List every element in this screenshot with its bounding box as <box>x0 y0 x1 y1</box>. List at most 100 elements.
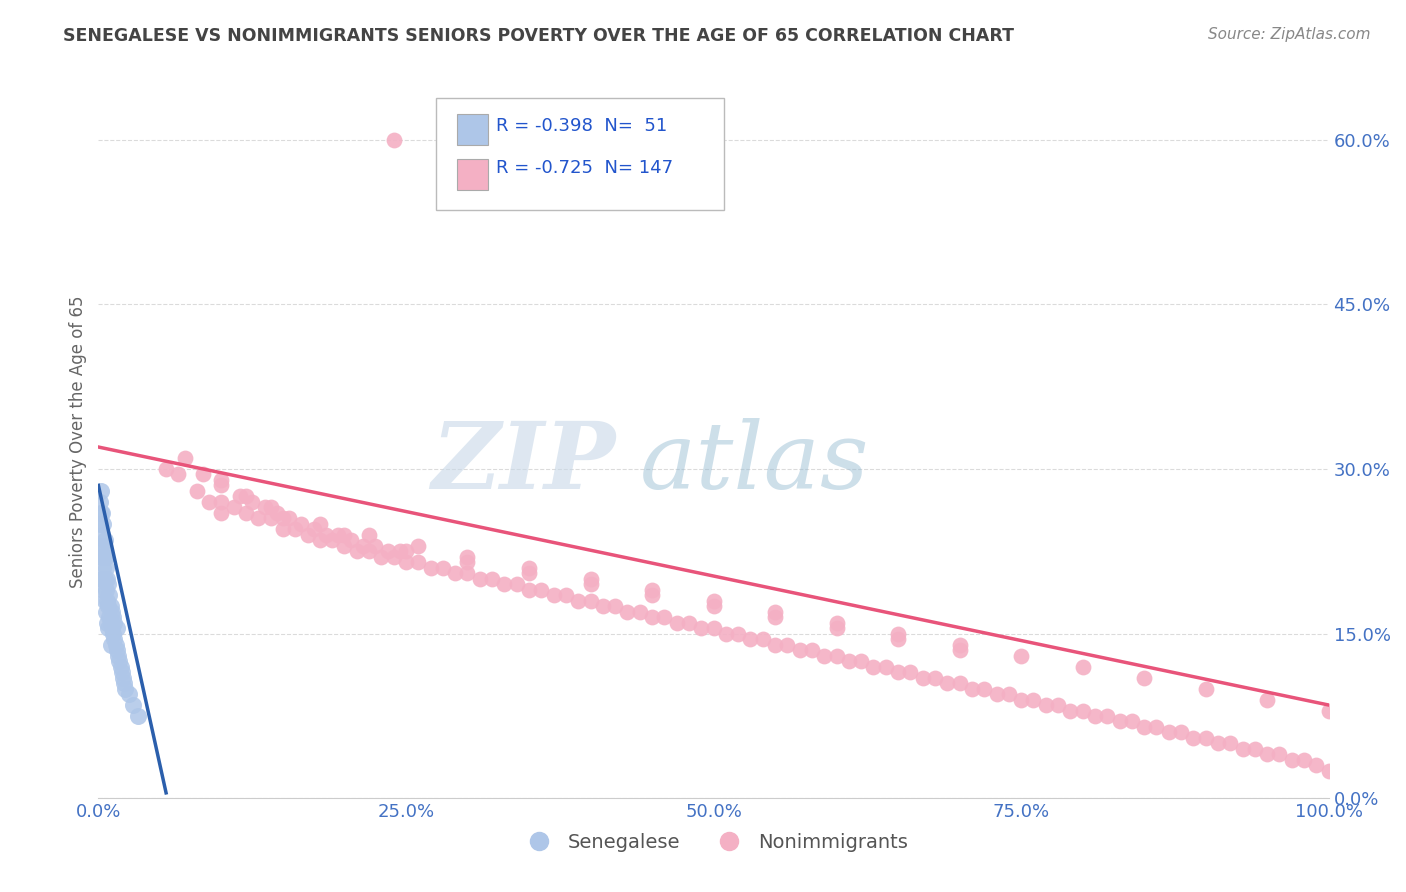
Point <box>377 544 399 558</box>
Point <box>960 681 983 696</box>
Point <box>825 648 848 663</box>
Point <box>838 654 860 668</box>
Point <box>1059 704 1081 718</box>
Point <box>887 626 910 640</box>
Point <box>290 516 312 531</box>
Point <box>1071 659 1094 673</box>
Point <box>408 555 430 569</box>
Point <box>388 544 411 558</box>
Point <box>628 605 651 619</box>
Point <box>395 555 418 569</box>
Point <box>1046 698 1070 712</box>
Point <box>1071 704 1094 718</box>
Point <box>875 659 897 673</box>
Point <box>714 626 737 640</box>
Point <box>703 599 725 614</box>
Point <box>105 643 128 657</box>
Point <box>96 615 118 630</box>
Point <box>333 528 356 542</box>
Point <box>825 615 848 630</box>
Point <box>740 632 762 647</box>
Point <box>284 522 307 536</box>
Point <box>973 681 995 696</box>
Point <box>101 605 124 619</box>
Point <box>107 648 129 663</box>
Point <box>1097 709 1119 723</box>
Point <box>481 572 503 586</box>
Point <box>247 511 270 525</box>
Point <box>103 626 125 640</box>
Point <box>100 638 122 652</box>
Point <box>118 687 141 701</box>
Point <box>936 676 959 690</box>
Point <box>93 572 115 586</box>
Point <box>579 572 602 586</box>
Point <box>103 610 125 624</box>
Point <box>763 610 786 624</box>
Point <box>370 549 392 564</box>
Point <box>1182 731 1205 745</box>
Point <box>97 577 120 591</box>
Point <box>339 533 361 548</box>
Point <box>98 588 121 602</box>
Point <box>776 638 799 652</box>
Point <box>456 555 478 569</box>
Point <box>703 621 725 635</box>
Point <box>579 593 602 607</box>
Point <box>90 483 112 498</box>
Point <box>364 539 387 553</box>
Point <box>616 605 638 619</box>
Point <box>678 615 700 630</box>
Point <box>1121 714 1143 729</box>
Point <box>911 671 934 685</box>
Point <box>652 610 676 624</box>
Point <box>96 572 118 586</box>
Point <box>1294 753 1316 767</box>
Point <box>98 610 121 624</box>
Point <box>1133 671 1156 685</box>
Point <box>1317 704 1340 718</box>
Point <box>1268 747 1291 762</box>
Point <box>94 582 117 597</box>
Point <box>641 588 664 602</box>
Point <box>1157 725 1180 739</box>
Point <box>1256 692 1278 706</box>
Point <box>763 638 786 652</box>
Point <box>91 506 114 520</box>
Point <box>235 490 257 504</box>
Point <box>91 549 114 564</box>
Point <box>93 561 115 575</box>
Point <box>93 516 115 531</box>
Point <box>97 621 120 635</box>
Point <box>359 528 381 542</box>
Point <box>998 687 1021 701</box>
Point <box>229 490 252 504</box>
Point <box>110 659 132 673</box>
Point <box>641 582 664 597</box>
Point <box>309 533 332 548</box>
Text: Source: ZipAtlas.com: Source: ZipAtlas.com <box>1208 27 1371 42</box>
Text: atlas: atlas <box>640 418 869 508</box>
Point <box>186 483 208 498</box>
Point <box>849 654 872 668</box>
Point <box>112 671 135 685</box>
Point <box>1108 714 1130 729</box>
Point <box>690 621 713 635</box>
Point <box>253 500 276 515</box>
Point <box>94 605 117 619</box>
Point <box>949 676 972 690</box>
Point <box>103 615 125 630</box>
Point <box>93 539 115 553</box>
Point <box>96 593 118 607</box>
Point <box>359 544 381 558</box>
Point <box>1022 692 1045 706</box>
Point <box>260 500 283 515</box>
Point <box>825 621 848 635</box>
Point <box>111 665 134 679</box>
Text: R = -0.725  N= 147: R = -0.725 N= 147 <box>496 159 673 177</box>
Point <box>315 528 337 542</box>
Point <box>665 615 688 630</box>
Point <box>321 533 343 548</box>
Point <box>727 626 749 640</box>
Point <box>278 511 301 525</box>
